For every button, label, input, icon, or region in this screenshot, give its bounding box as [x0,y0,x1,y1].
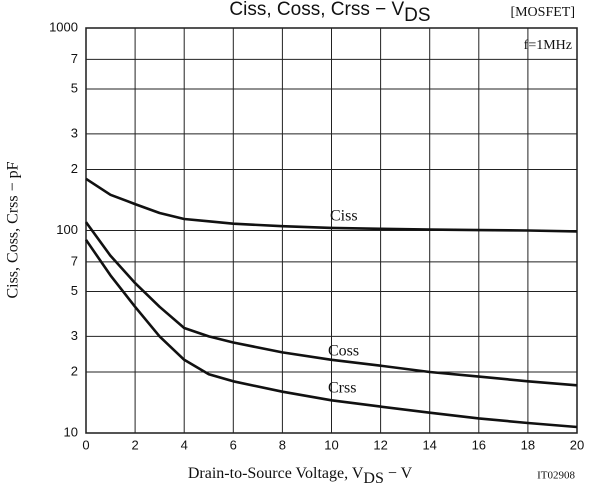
title-sub: DS [404,5,430,26]
x-tick-label: 12 [373,437,387,452]
x-tick-label: 2 [131,437,138,452]
chart-title: Ciss, Coss, Crss − VDS [229,0,430,26]
y-tick-label: 2 [71,363,78,378]
y-tick-label: 5 [71,80,78,95]
x-tick-label: 4 [181,437,188,452]
annotation: f=1MHz [524,38,572,53]
y-tick-label: 7 [71,253,78,268]
xlabel-sub: DS [363,470,383,487]
y-tick-label: 1000 [49,19,78,34]
annotation: IT02908 [537,470,575,482]
y-tick-label: 100 [56,222,78,237]
x-tick-label: 0 [82,437,89,452]
annotation: [MOSFET] [510,5,575,20]
x-axis-label: Drain-to-Source Voltage, VDS − V [188,465,413,487]
series-line [84,221,578,387]
x-tick-label: 10 [324,437,338,452]
y-tick-label: 2 [71,161,78,176]
x-tick-label: 16 [472,437,486,452]
y-tick-label: 10 [64,424,78,439]
y-tick-label: 3 [71,328,78,343]
x-tick-label: 6 [230,437,237,452]
series-label: Coss [328,343,359,360]
x-tick-label: 18 [521,437,535,452]
title-main: Ciss, Coss, Crss − V [229,0,404,20]
series-label: Crss [328,380,356,397]
x-tick-label: 20 [570,437,584,452]
x-tick-label: 8 [279,437,286,452]
series-label: Ciss [330,208,358,225]
y-axis-label: Ciss, Coss, Crss − pF [5,161,22,298]
series-line [84,239,578,429]
y-tick-label: 5 [71,283,78,298]
y-tick-label: 3 [71,125,78,140]
series-line [85,177,578,233]
xlabel-unit: − V [384,465,413,482]
xlabel-main: Drain-to-Source Voltage, V [188,465,364,482]
y-tick-label: 7 [71,51,78,66]
x-tick-label: 14 [422,437,436,452]
